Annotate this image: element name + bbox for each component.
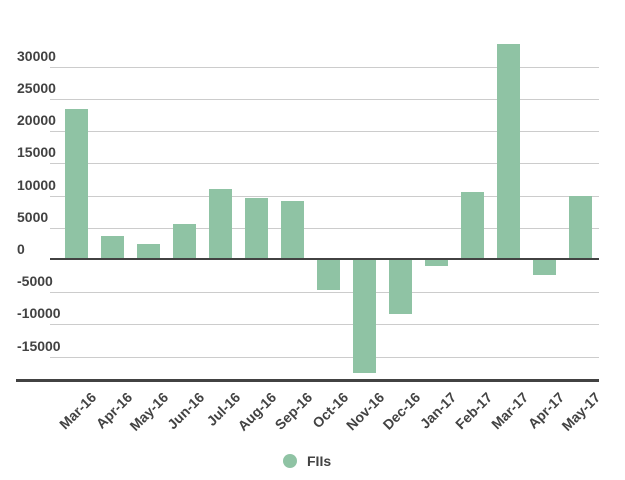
gridline--5000	[50, 292, 599, 293]
bar-aug-16[interactable]	[245, 198, 268, 260]
bar-mar-17[interactable]	[497, 44, 520, 260]
y-tick-label-30000: 30000	[17, 48, 56, 64]
bar-mar-16[interactable]	[65, 109, 88, 260]
gridline-10000	[50, 196, 599, 197]
legend-item-fiis[interactable]: FIIs	[283, 453, 331, 469]
gridline--10000	[50, 324, 599, 325]
bar-may-17[interactable]	[569, 196, 592, 260]
zero-axis-line	[50, 258, 599, 260]
bar-apr-17[interactable]	[533, 260, 556, 275]
y-tick-label-10000: 10000	[17, 177, 56, 193]
bar-feb-17[interactable]	[461, 192, 484, 260]
y-tick-label-5000: 5000	[17, 209, 49, 225]
gridline-20000	[50, 131, 599, 132]
bar-dec-16[interactable]	[389, 260, 412, 314]
gridline--15000	[50, 357, 599, 358]
bar-sep-16[interactable]	[281, 201, 304, 260]
gridline-30000	[50, 67, 599, 68]
bar-oct-16[interactable]	[317, 260, 340, 290]
y-tick-label--5000: -5000	[17, 273, 53, 289]
y-tick-label--10000: -10000	[17, 305, 61, 321]
chart-bottom-border	[16, 379, 599, 382]
bar-jun-16[interactable]	[173, 224, 196, 260]
y-tick-label-0: 0	[17, 241, 25, 257]
bar-jan-17[interactable]	[425, 260, 448, 266]
y-tick-label--15000: -15000	[17, 338, 61, 354]
y-tick-label-15000: 15000	[17, 144, 56, 160]
y-tick-label-20000: 20000	[17, 112, 56, 128]
bar-nov-16[interactable]	[353, 260, 376, 373]
legend-label: FIIs	[307, 453, 332, 469]
legend: FIIs	[0, 453, 625, 471]
gridline-5000	[50, 228, 599, 229]
gridline-15000	[50, 163, 599, 164]
bar-jul-16[interactable]	[209, 189, 232, 260]
bar-apr-16[interactable]	[101, 236, 124, 260]
gridline-25000	[50, 99, 599, 100]
legend-series-dot-icon	[283, 454, 297, 468]
y-tick-label-25000: 25000	[17, 80, 56, 96]
bar-may-16[interactable]	[137, 244, 160, 260]
